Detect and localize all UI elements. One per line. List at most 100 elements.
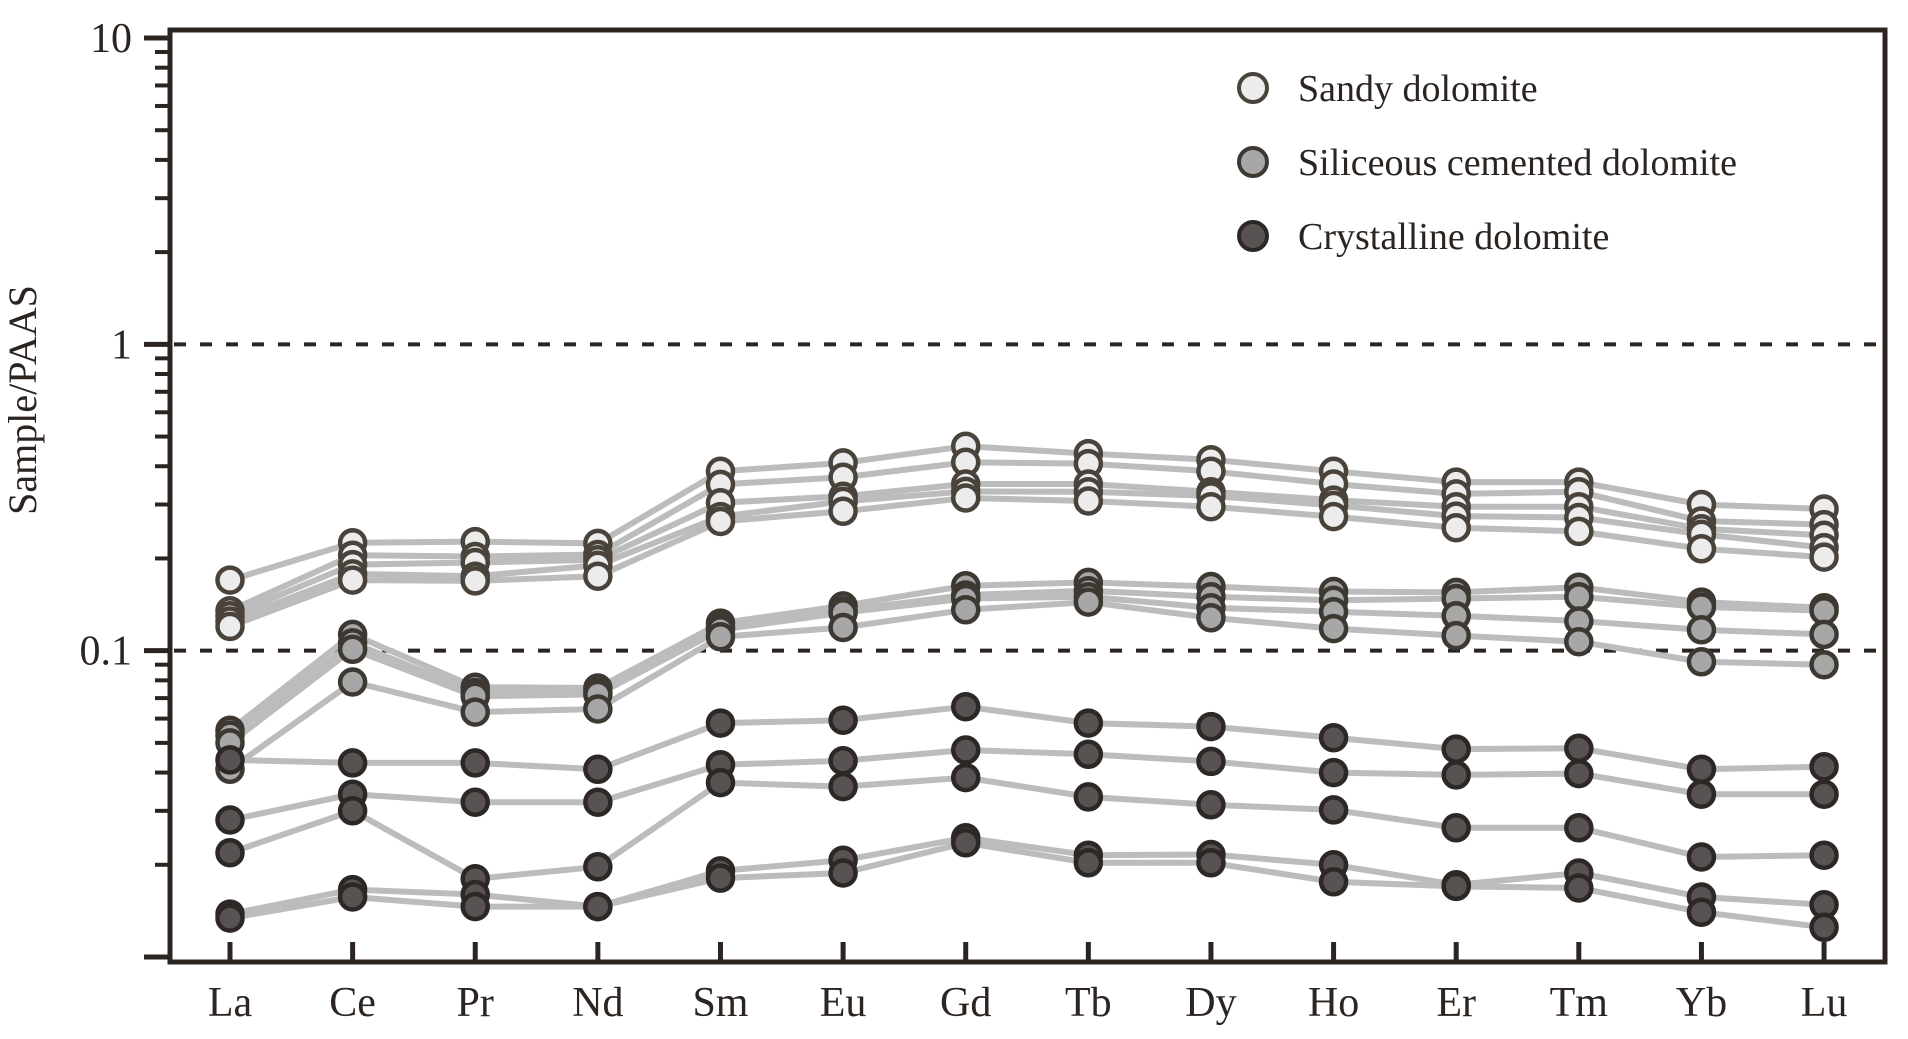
data-point-siliceous bbox=[1196, 603, 1226, 633]
data-point-siliceous bbox=[1686, 615, 1717, 645]
data-point-crystalline bbox=[337, 882, 368, 912]
data-point-siliceous bbox=[583, 694, 613, 724]
data-point-sandy bbox=[828, 496, 858, 527]
data-point-crystalline bbox=[1196, 746, 1226, 777]
series-line-crystalline-5 bbox=[227, 839, 1828, 931]
x-tick-label: Ho bbox=[1308, 980, 1359, 1026]
data-point-crystalline bbox=[705, 708, 736, 738]
x-tick-label: Tb bbox=[1065, 980, 1112, 1026]
data-point-siliceous bbox=[1441, 620, 1471, 651]
data-point-crystalline bbox=[1318, 757, 1349, 788]
data-point-siliceous bbox=[1318, 613, 1349, 644]
data-point-crystalline bbox=[1073, 739, 1104, 770]
data-point-siliceous bbox=[1809, 595, 1839, 626]
data-point-crystalline bbox=[1686, 897, 1717, 927]
data-point-sandy bbox=[215, 565, 245, 595]
data-point-crystalline bbox=[337, 748, 368, 778]
data-point-crystalline bbox=[1564, 873, 1594, 903]
data-point-siliceous bbox=[1686, 647, 1717, 677]
x-tick-label: Tm bbox=[1550, 980, 1609, 1026]
data-point-siliceous bbox=[337, 667, 368, 697]
series-line-sandy-2 bbox=[227, 459, 1828, 614]
x-tick-label: Lu bbox=[1801, 980, 1848, 1026]
data-point-crystalline bbox=[1441, 813, 1471, 843]
data-point-crystalline bbox=[1686, 779, 1717, 809]
data-point-siliceous bbox=[1809, 619, 1839, 650]
data-point-crystalline bbox=[1441, 760, 1471, 790]
series-line-siliceous-3 bbox=[227, 593, 1828, 746]
data-point-sandy bbox=[583, 561, 613, 591]
data-point-siliceous bbox=[705, 622, 736, 652]
data-point-siliceous bbox=[828, 612, 858, 643]
data-point-crystalline bbox=[215, 805, 245, 835]
data-point-crystalline bbox=[1564, 813, 1594, 843]
data-point-crystalline bbox=[828, 705, 858, 735]
data-point-crystalline bbox=[1564, 733, 1594, 764]
data-point-crystalline bbox=[460, 748, 490, 778]
legend-label-siliceous: Siliceous cemented dolomite bbox=[1298, 142, 1737, 184]
data-point-crystalline bbox=[828, 771, 858, 802]
data-point-crystalline bbox=[950, 735, 981, 765]
data-point-crystalline bbox=[1196, 848, 1226, 878]
x-tick-label: Dy bbox=[1185, 980, 1236, 1026]
series-line-sandy-1 bbox=[227, 443, 1828, 584]
data-point-crystalline bbox=[1318, 867, 1349, 897]
y-tick-label: 0.1 bbox=[80, 629, 133, 675]
series-line-crystalline-3 bbox=[227, 774, 1828, 882]
data-point-crystalline bbox=[1196, 711, 1226, 742]
data-point-siliceous bbox=[1564, 581, 1594, 612]
data-point-sandy bbox=[1441, 512, 1471, 543]
series-line-sandy-3 bbox=[227, 481, 1828, 619]
data-point-siliceous bbox=[1073, 587, 1104, 617]
series-line-crystalline-2 bbox=[227, 747, 1828, 823]
data-point-crystalline bbox=[1196, 790, 1226, 820]
data-point-crystalline bbox=[583, 891, 613, 922]
data-point-crystalline bbox=[583, 754, 613, 785]
series-line-sandy-4 bbox=[227, 488, 1828, 624]
data-point-crystalline bbox=[1441, 871, 1471, 902]
x-tick-label: Er bbox=[1436, 980, 1476, 1026]
data-point-crystalline bbox=[1073, 782, 1104, 812]
y-axis-title: Sample/PAAS bbox=[0, 285, 45, 515]
data-point-sandy bbox=[1318, 501, 1349, 532]
data-point-sandy bbox=[705, 506, 736, 537]
data-point-sandy bbox=[215, 611, 245, 642]
data-point-crystalline bbox=[460, 787, 490, 817]
y-tick-label: 10 bbox=[90, 16, 132, 62]
data-point-sandy bbox=[1073, 486, 1104, 516]
x-tick-label: La bbox=[208, 980, 253, 1026]
data-point-crystalline bbox=[1318, 722, 1349, 753]
data-point-siliceous bbox=[337, 634, 368, 665]
data-point-crystalline bbox=[1073, 708, 1104, 738]
data-point-crystalline bbox=[950, 691, 981, 722]
series-line-siliceous-1 bbox=[227, 579, 1828, 734]
data-point-siliceous bbox=[950, 595, 981, 625]
data-point-crystalline bbox=[705, 863, 736, 893]
legend-marker-sandy bbox=[1237, 72, 1269, 104]
data-point-sandy bbox=[1196, 491, 1226, 522]
series-line-siliceous-4 bbox=[227, 599, 1828, 773]
data-point-sandy bbox=[950, 483, 981, 513]
plot-border bbox=[167, 27, 1888, 965]
data-point-crystalline bbox=[1809, 751, 1839, 782]
x-tick-label: Nd bbox=[572, 980, 623, 1026]
data-point-sandy bbox=[1809, 542, 1839, 572]
data-point-sandy bbox=[337, 565, 368, 595]
legend-marker-crystalline bbox=[1237, 220, 1269, 252]
data-point-crystalline bbox=[828, 746, 858, 776]
series-line-siliceous-2 bbox=[227, 587, 1828, 739]
data-point-crystalline bbox=[1441, 734, 1471, 764]
x-tick-label: Yb bbox=[1676, 980, 1727, 1026]
data-point-crystalline bbox=[1809, 779, 1839, 809]
data-point-sandy bbox=[1686, 534, 1717, 564]
data-point-crystalline bbox=[1073, 848, 1104, 878]
data-point-crystalline bbox=[215, 745, 245, 775]
x-tick-label: Pr bbox=[457, 980, 494, 1026]
data-point-sandy bbox=[460, 566, 490, 596]
data-point-siliceous bbox=[460, 697, 490, 727]
series-line-sandy-5 bbox=[227, 495, 1828, 630]
data-point-crystalline bbox=[215, 903, 245, 933]
legend-marker-siliceous bbox=[1237, 146, 1269, 178]
data-point-crystalline bbox=[583, 852, 613, 882]
